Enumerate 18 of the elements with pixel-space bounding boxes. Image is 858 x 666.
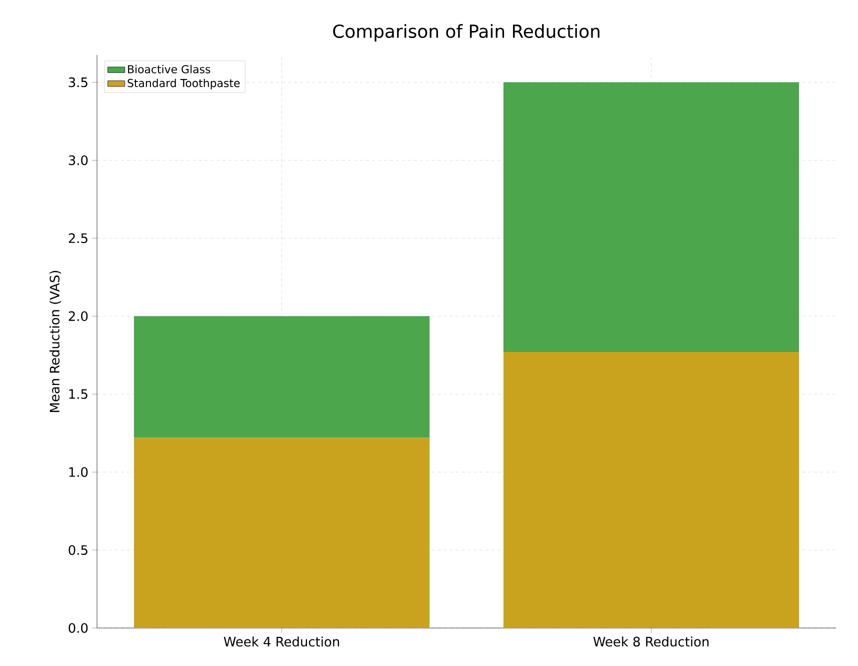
y-tick-label: 0.5	[68, 545, 88, 555]
y-tick-label: 1.5	[69, 389, 88, 399]
bar	[134, 316, 430, 438]
bar	[503, 82, 800, 352]
bar	[134, 438, 430, 628]
y-tick-label: 2.0	[68, 311, 88, 322]
y-tick-label: 3.0	[68, 155, 88, 166]
y-tick-label: 0.0	[68, 623, 88, 633]
y-axis-title: Mean Reduction (VAS)	[49, 270, 62, 412]
y-tick-label: 1.0	[69, 467, 88, 477]
y-tick-label: 2.5	[68, 233, 88, 244]
bar	[503, 352, 800, 628]
legend-label: Standard Toothpaste	[128, 78, 240, 90]
chart-title: Comparison of Pain Reduction	[333, 24, 600, 42]
legend-label: Bioactive Glass	[128, 64, 210, 74]
x-tick-label: Week 8 Reduction	[593, 636, 709, 647]
y-tick-label: 3.5	[68, 77, 88, 88]
x-tick-label: Week 4 Reduction	[224, 636, 340, 647]
